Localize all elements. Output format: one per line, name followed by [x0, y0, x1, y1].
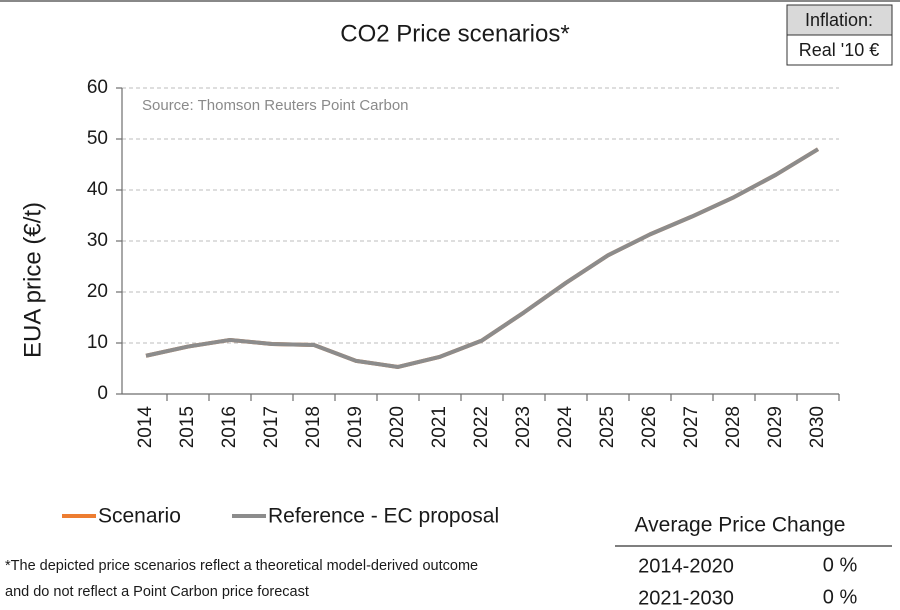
y-tick-label: 50: [87, 128, 108, 149]
x-tick-label: 2018: [303, 406, 324, 448]
series-line: [145, 147, 820, 369]
footnote: *The depicted price scenarios reflect a …: [5, 558, 478, 574]
x-tick-label: 2017: [261, 406, 282, 448]
x-tick-label: 2028: [723, 406, 744, 448]
x-tick-label: 2027: [681, 406, 702, 448]
legend-label: Scenario: [98, 505, 181, 528]
y-tick-label: 30: [87, 230, 108, 251]
y-tick-label: 20: [87, 281, 108, 302]
legend-label: Reference - EC proposal: [268, 505, 499, 528]
y-tick-label: 60: [87, 77, 108, 98]
inflation-value: Real '10 €: [799, 40, 880, 60]
y-axis-label: EUA price (€/t): [19, 202, 46, 358]
y-tick-label: 40: [87, 179, 108, 200]
x-tick-label: 2016: [219, 406, 240, 448]
series-line: [145, 147, 820, 369]
table-cell: 2014-2020: [638, 555, 734, 577]
x-tick-label: 2029: [765, 406, 786, 448]
x-tick-label: 2022: [471, 406, 492, 448]
x-tick-label: 2026: [639, 406, 660, 448]
x-tick-label: 2015: [177, 406, 198, 448]
x-tick-label: 2025: [597, 406, 618, 448]
x-tick-label: 2030: [807, 406, 828, 448]
inflation-label: Inflation:: [805, 10, 873, 30]
footnote: and do not reflect a Point Carbon price …: [5, 584, 309, 600]
table-cell: 2021-2030: [638, 587, 734, 609]
table-cell: 0 %: [823, 586, 858, 608]
x-tick-label: 2024: [555, 406, 576, 449]
x-tick-label: 2020: [387, 406, 408, 448]
chart-title: CO2 Price scenarios*: [340, 20, 569, 47]
table-cell: 0 %: [823, 554, 858, 576]
y-tick-label: 0: [97, 383, 108, 404]
x-tick-label: 2019: [345, 406, 366, 448]
source-annotation: Source: Thomson Reuters Point Carbon: [142, 97, 409, 114]
inflation-value-box: [786, 34, 893, 66]
y-tick-label: 10: [87, 332, 108, 353]
x-tick-label: 2023: [513, 406, 534, 448]
x-tick-label: 2021: [429, 406, 450, 448]
x-tick-label: 2014: [135, 406, 156, 449]
table-title: Average Price Change: [635, 514, 846, 537]
